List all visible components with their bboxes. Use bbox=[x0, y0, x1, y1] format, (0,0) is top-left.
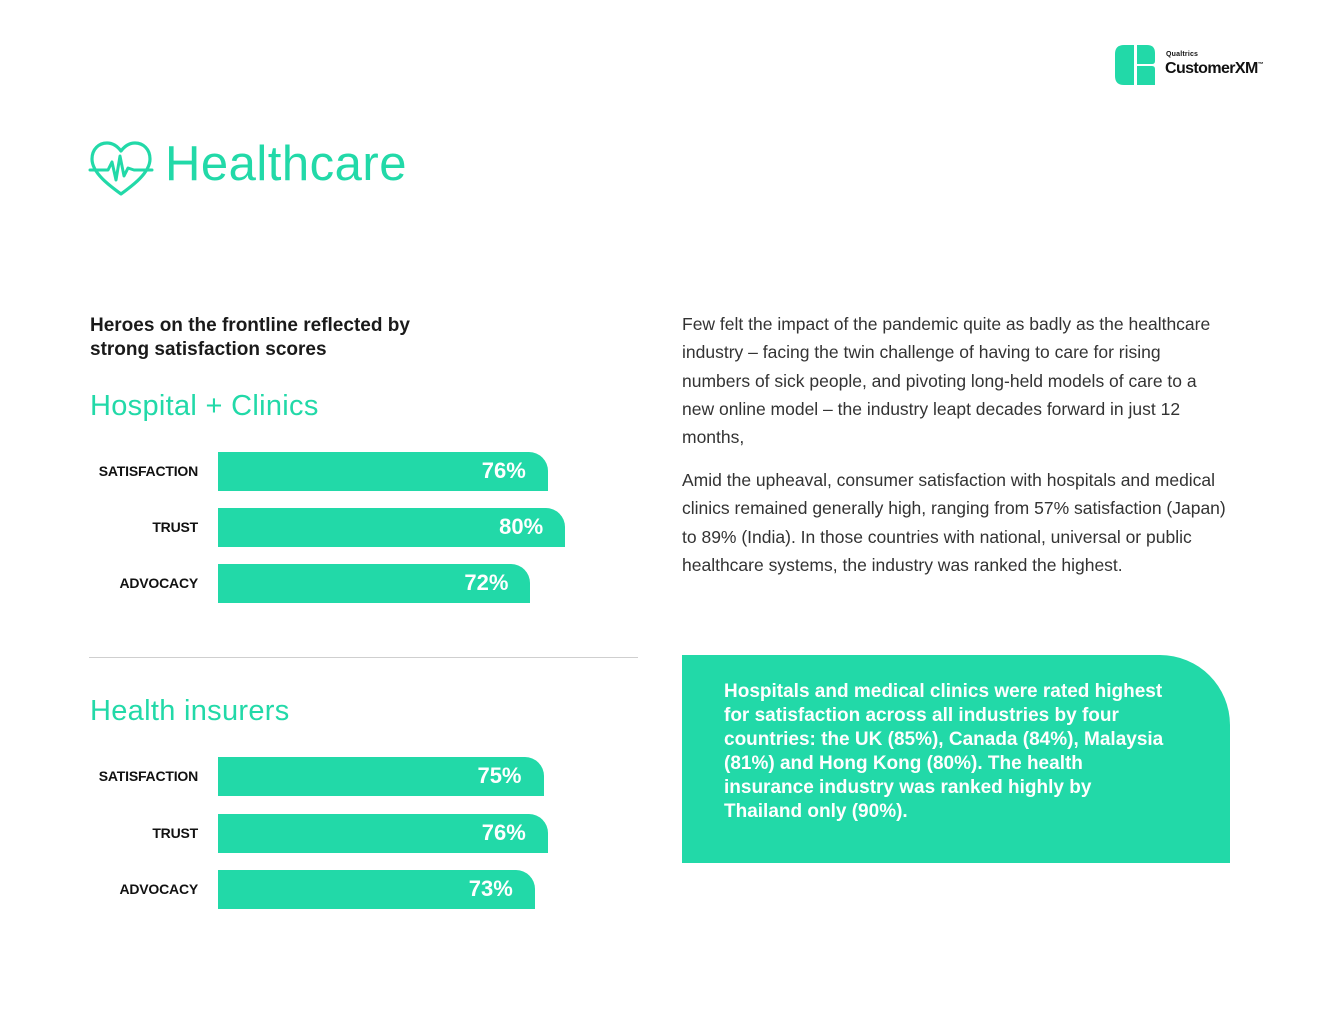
bar-value-label: 80% bbox=[499, 514, 544, 539]
bar-category-label: SATISFACTION bbox=[98, 768, 198, 784]
bar-category-label: TRUST bbox=[152, 519, 198, 535]
body-paragraph-1: Few felt the impact of the pandemic quit… bbox=[682, 314, 1211, 448]
body-paragraph-2: Amid the upheaval, consumer satisfaction… bbox=[682, 470, 1226, 575]
chart-title-hospital-clinics: Hospital + Clinics bbox=[90, 390, 319, 422]
callout-box: Hospitals and medical clinics were rated… bbox=[682, 655, 1230, 863]
bar-satisfaction: 76% bbox=[218, 452, 548, 491]
customerxm-logo: Qualtrics CustomerXM™ bbox=[1114, 44, 1284, 88]
logo-product: CustomerXM™ bbox=[1165, 60, 1264, 77]
bar-category-label: ADVOCACY bbox=[119, 575, 198, 591]
section-divider bbox=[89, 657, 638, 658]
bar-value-label: 72% bbox=[464, 570, 509, 595]
bar-category-label: TRUST bbox=[152, 825, 198, 841]
qualtrics-logo-mark bbox=[1115, 45, 1155, 85]
bar-value-label: 76% bbox=[481, 458, 526, 483]
section-subhead: Heroes on the frontline reflected by str… bbox=[90, 315, 410, 360]
callout-text: Hospitals and medical clinics were rated… bbox=[724, 681, 1164, 822]
bar-advocacy: 73% bbox=[218, 870, 535, 909]
bar-category-label: ADVOCACY bbox=[119, 881, 198, 897]
heartbeat-icon bbox=[88, 141, 154, 196]
bar-trust: 76% bbox=[218, 814, 548, 853]
bar-category-label: SATISFACTION bbox=[98, 463, 198, 479]
page-title: Healthcare bbox=[165, 137, 407, 191]
bar-value-label: 75% bbox=[477, 763, 522, 788]
bar-trust: 80% bbox=[218, 508, 566, 547]
bar-value-label: 76% bbox=[481, 820, 526, 845]
logo-company: Qualtrics bbox=[1166, 51, 1199, 58]
bar-satisfaction: 75% bbox=[218, 757, 544, 796]
bar-advocacy: 72% bbox=[218, 564, 531, 603]
bar-value-label: 73% bbox=[468, 876, 513, 901]
chart-title-health-insurers: Health insurers bbox=[90, 695, 290, 727]
